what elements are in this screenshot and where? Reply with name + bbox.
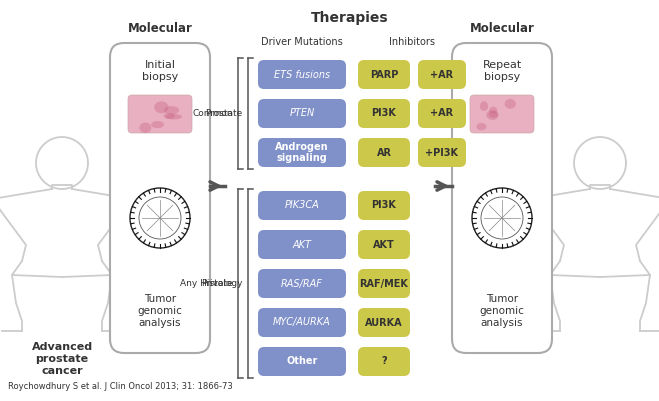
Ellipse shape <box>489 111 498 117</box>
FancyBboxPatch shape <box>358 269 410 298</box>
FancyBboxPatch shape <box>358 230 410 259</box>
Ellipse shape <box>505 99 516 109</box>
Text: Any Histology: Any Histology <box>179 279 242 288</box>
FancyBboxPatch shape <box>418 99 466 128</box>
Text: Roychowdhury S et al. J Clin Oncol 2013; 31: 1866-73: Roychowdhury S et al. J Clin Oncol 2013;… <box>8 382 233 391</box>
Circle shape <box>481 197 523 239</box>
Text: Androgen
signaling: Androgen signaling <box>275 142 329 163</box>
Text: Molecular: Molecular <box>128 22 192 34</box>
Text: Common: Common <box>192 109 233 118</box>
Ellipse shape <box>476 123 486 130</box>
FancyBboxPatch shape <box>258 308 346 337</box>
FancyBboxPatch shape <box>258 138 346 167</box>
Text: +PI3K: +PI3K <box>426 148 459 158</box>
Ellipse shape <box>480 101 488 111</box>
Circle shape <box>139 197 181 239</box>
Text: Inhibitors: Inhibitors <box>389 37 435 47</box>
Ellipse shape <box>144 123 161 132</box>
Text: RAS/RAF: RAS/RAF <box>281 279 323 288</box>
Text: Private: Private <box>201 279 233 288</box>
FancyBboxPatch shape <box>470 95 534 133</box>
FancyBboxPatch shape <box>452 43 552 353</box>
FancyBboxPatch shape <box>358 347 410 376</box>
Ellipse shape <box>158 116 170 127</box>
Text: MYC/AURKA: MYC/AURKA <box>273 318 331 328</box>
FancyBboxPatch shape <box>258 230 346 259</box>
FancyBboxPatch shape <box>258 191 346 220</box>
Ellipse shape <box>162 103 179 109</box>
FancyBboxPatch shape <box>418 138 466 167</box>
Text: AKT: AKT <box>373 239 395 249</box>
Text: PI3K: PI3K <box>372 200 397 211</box>
Text: Prostate: Prostate <box>205 109 242 118</box>
Text: Tumor
genomic
analysis: Tumor genomic analysis <box>138 294 183 328</box>
FancyBboxPatch shape <box>358 60 410 89</box>
Ellipse shape <box>490 107 498 114</box>
Text: Therapies: Therapies <box>311 11 389 25</box>
Text: +AR: +AR <box>430 109 453 119</box>
FancyBboxPatch shape <box>128 95 192 133</box>
FancyBboxPatch shape <box>358 191 410 220</box>
FancyBboxPatch shape <box>110 43 210 353</box>
Ellipse shape <box>486 110 499 120</box>
Text: PARP: PARP <box>370 69 398 79</box>
Text: PIK3CA: PIK3CA <box>285 200 320 211</box>
FancyBboxPatch shape <box>358 99 410 128</box>
FancyBboxPatch shape <box>358 138 410 167</box>
Text: ?: ? <box>381 356 387 367</box>
Text: Advanced
prostate
cancer: Advanced prostate cancer <box>32 342 92 376</box>
Text: PTEN: PTEN <box>289 109 314 119</box>
FancyBboxPatch shape <box>258 99 346 128</box>
Ellipse shape <box>169 106 178 115</box>
Text: AURKA: AURKA <box>365 318 403 328</box>
Text: ETS fusions: ETS fusions <box>274 69 330 79</box>
Text: Other: Other <box>286 356 318 367</box>
FancyBboxPatch shape <box>358 308 410 337</box>
Text: +AR: +AR <box>430 69 453 79</box>
Text: AR: AR <box>376 148 391 158</box>
Text: RAF/MEK: RAF/MEK <box>360 279 409 288</box>
Text: Driver Mutations: Driver Mutations <box>261 37 343 47</box>
Text: Repeat
biopsy: Repeat biopsy <box>482 60 522 82</box>
Text: Molecular: Molecular <box>470 22 534 34</box>
Ellipse shape <box>158 118 173 124</box>
FancyBboxPatch shape <box>258 60 346 89</box>
Text: Tumor
genomic
analysis: Tumor genomic analysis <box>480 294 525 328</box>
FancyBboxPatch shape <box>258 269 346 298</box>
Text: Initial
biopsy: Initial biopsy <box>142 60 178 82</box>
FancyBboxPatch shape <box>258 347 346 376</box>
Text: PI3K: PI3K <box>372 109 397 119</box>
Text: AKT: AKT <box>293 239 312 249</box>
Ellipse shape <box>164 118 173 124</box>
FancyBboxPatch shape <box>418 60 466 89</box>
